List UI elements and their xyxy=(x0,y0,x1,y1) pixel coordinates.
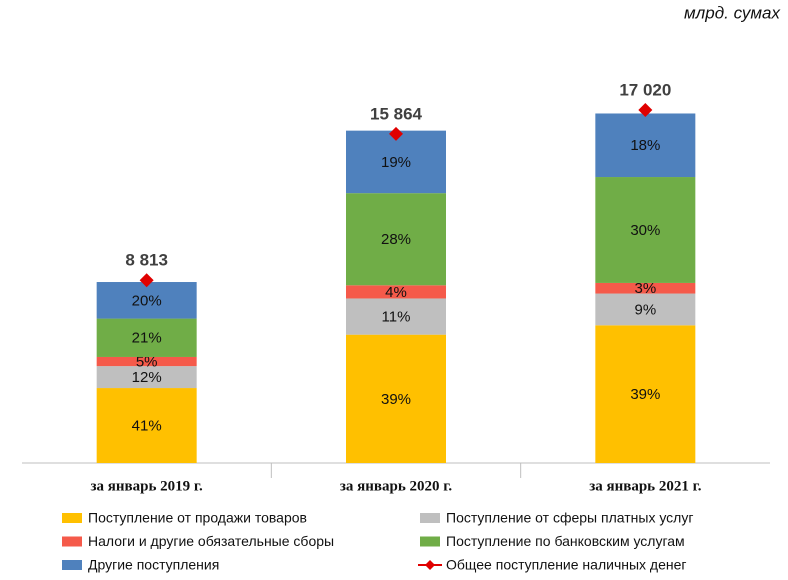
legend-label: Поступление от продажи товаров xyxy=(88,510,307,526)
data-label: 20% xyxy=(132,292,162,309)
total-marker xyxy=(638,102,653,117)
total-label: 15 864 xyxy=(370,104,423,123)
legend-marker xyxy=(425,560,435,570)
legend-swatch xyxy=(62,560,82,570)
bar-segment xyxy=(595,293,696,326)
legend-label: Поступление от сферы платных услуг xyxy=(446,510,693,526)
bar-segment xyxy=(96,356,197,367)
bar-segment xyxy=(346,130,446,194)
bar-segment xyxy=(96,388,197,463)
data-label: 39% xyxy=(381,391,411,408)
data-label: 21% xyxy=(132,330,162,347)
bar-segment xyxy=(595,113,696,178)
legend-swatch xyxy=(62,513,82,523)
legend-label: Общее поступление наличных денег xyxy=(446,557,687,573)
bar-segment xyxy=(595,282,696,294)
legend-swatch xyxy=(420,536,440,547)
data-label: 4% xyxy=(385,284,407,301)
legend-swatch xyxy=(62,536,82,547)
bar-segment xyxy=(595,325,696,463)
x-tick-label: за январь 2021 г. xyxy=(589,478,702,494)
data-label: 30% xyxy=(630,222,660,239)
x-tick-label: за январь 2019 г. xyxy=(91,478,204,494)
legend-label: Поступление по банковским услугам xyxy=(446,533,685,549)
bar-segment xyxy=(346,193,446,286)
data-label: 39% xyxy=(630,386,660,403)
x-tick-label: за январь 2020 г. xyxy=(340,478,453,494)
bar-segment xyxy=(96,282,197,319)
total-marker xyxy=(389,126,403,141)
data-label: 5% xyxy=(136,354,158,371)
legend-swatch xyxy=(420,513,440,523)
total-label: 17 020 xyxy=(619,80,671,99)
unit-label: млрд. сумах xyxy=(684,3,780,22)
legend-label: Налоги и другие обязательные сборы xyxy=(88,533,334,549)
data-label: 9% xyxy=(634,301,656,318)
data-label: 28% xyxy=(381,231,411,248)
bar-segment xyxy=(595,177,696,283)
data-label: 19% xyxy=(381,154,411,171)
data-label: 12% xyxy=(132,369,162,386)
data-label: 18% xyxy=(630,137,660,154)
legend-label: Другие поступления xyxy=(88,557,219,573)
bar-segment xyxy=(346,298,446,335)
bar-segment xyxy=(346,334,446,463)
data-label: 41% xyxy=(132,417,162,434)
data-label: 11% xyxy=(382,309,411,326)
bar-segment xyxy=(96,318,197,357)
bar-segment xyxy=(96,366,197,389)
bar-segment xyxy=(346,285,446,299)
data-label: 3% xyxy=(634,280,656,297)
total-label: 8 813 xyxy=(125,251,168,270)
total-marker xyxy=(139,273,154,288)
